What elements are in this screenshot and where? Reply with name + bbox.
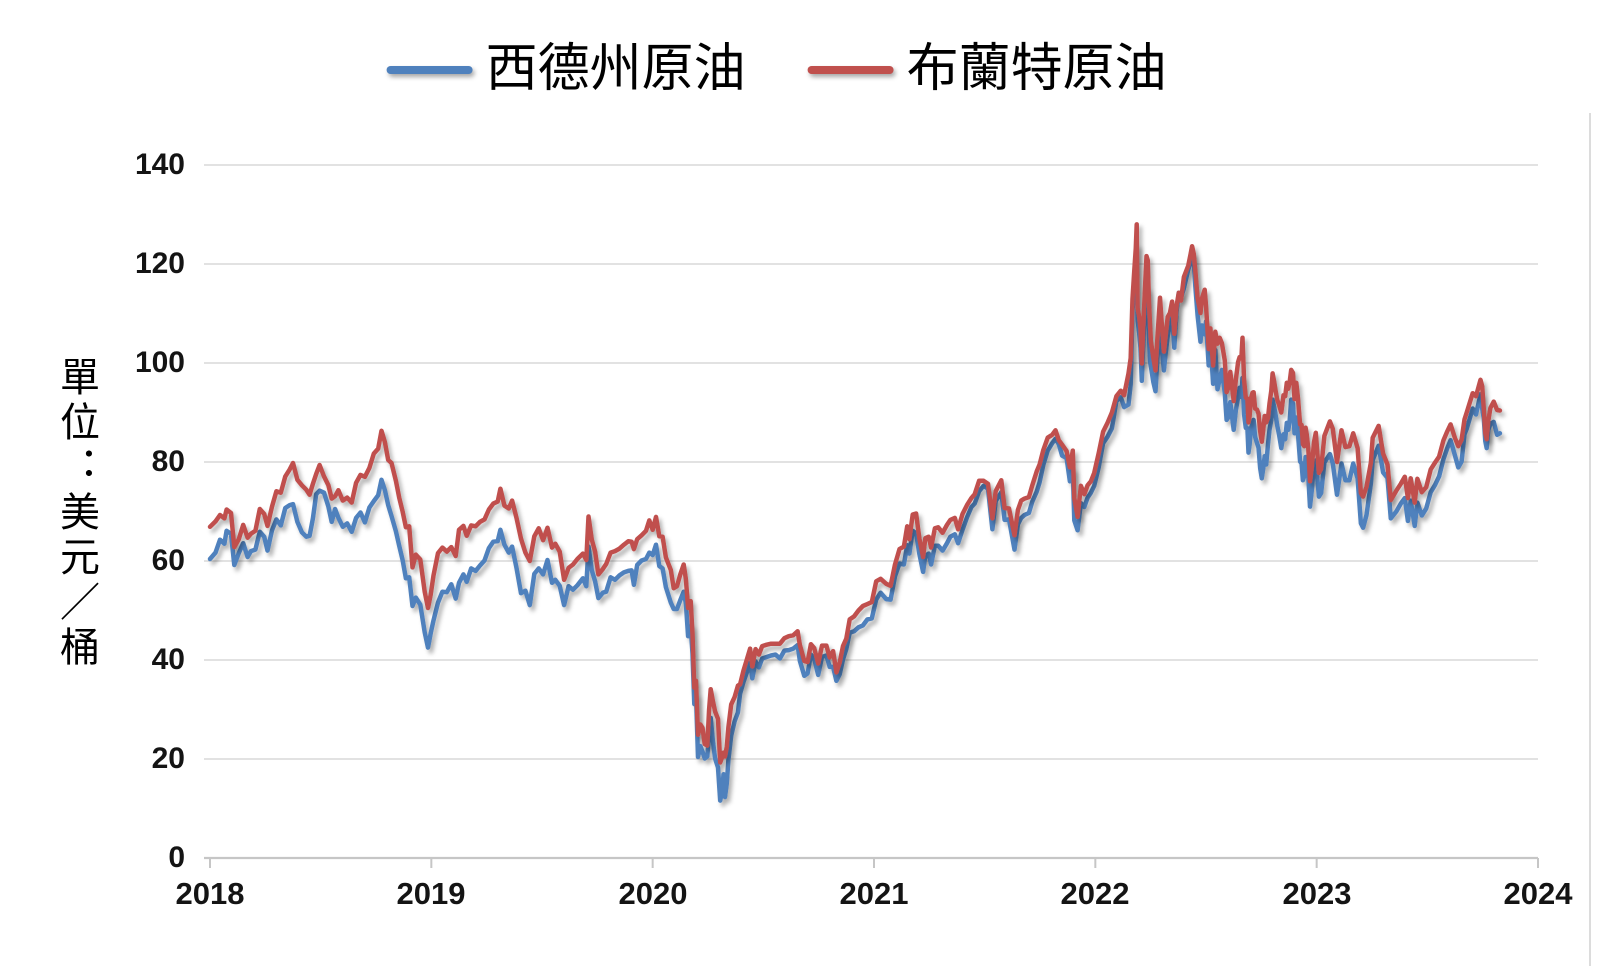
y-tick-label: 20 [151, 742, 185, 775]
y-tick-label: 100 [134, 346, 185, 379]
x-tick-label: 2019 [396, 876, 466, 911]
x-tick-label: 2018 [175, 876, 245, 911]
y-tick-label: 120 [134, 247, 185, 280]
y-tick-label: 140 [134, 148, 185, 181]
chart-legend: 西德州原油 布蘭特原油 [386, 40, 1167, 100]
x-tick-label: 2023 [1282, 876, 1352, 911]
y-axis-title: 單位：美元／桶 [54, 356, 99, 671]
legend-line-brent-icon [807, 65, 894, 74]
y-tick-label: 0 [168, 841, 185, 874]
chart-frame-right-border [1589, 113, 1591, 966]
y-tick-label: 80 [151, 445, 185, 478]
legend-label-wti: 西德州原油 [485, 41, 746, 98]
legend-item-brent: 布蘭特原油 [807, 40, 1167, 100]
y-tick-label: 40 [151, 643, 185, 676]
legend-item-wti: 西德州原油 [386, 40, 746, 100]
x-tick-label: 2020 [618, 876, 688, 911]
x-tick-label: 2022 [1060, 876, 1130, 911]
legend-label-brent: 布蘭特原油 [906, 41, 1167, 98]
x-tick-label: 2021 [839, 876, 909, 911]
legend-line-wti-icon [386, 65, 473, 74]
x-tick-label: 2024 [1503, 876, 1573, 911]
y-tick-label: 60 [151, 544, 185, 577]
